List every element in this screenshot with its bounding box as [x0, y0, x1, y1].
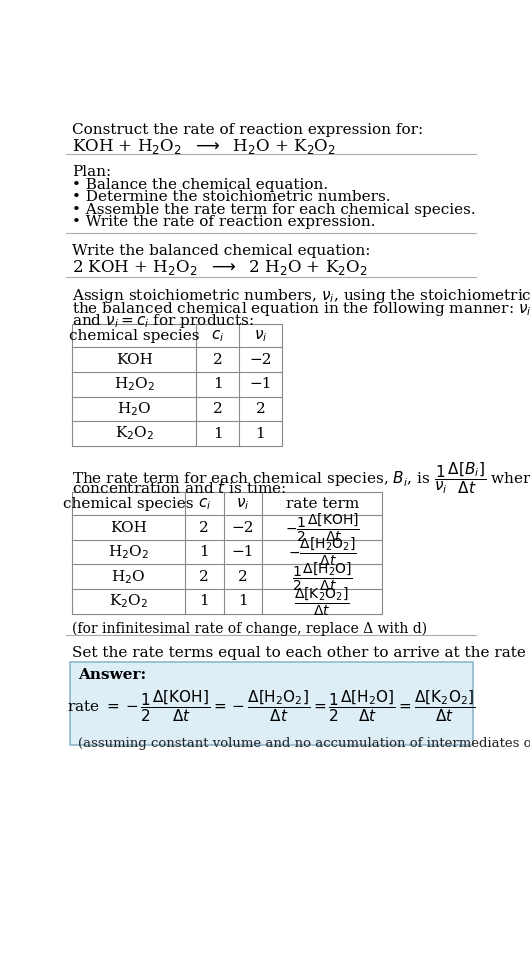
Text: 1: 1	[213, 427, 223, 440]
Text: and $\nu_i = c_i$ for products:: and $\nu_i = c_i$ for products:	[73, 312, 254, 330]
Text: • Assemble the rate term for each chemical species.: • Assemble the rate term for each chemic…	[73, 203, 476, 217]
Text: • Determine the stoichiometric numbers.: • Determine the stoichiometric numbers.	[73, 190, 391, 204]
Text: Assign stoichiometric numbers, $\nu_i$, using the stoichiometric coefficients, $: Assign stoichiometric numbers, $\nu_i$, …	[73, 287, 530, 305]
Text: $c_i$: $c_i$	[198, 496, 211, 511]
Text: KOH + H$_2$O$_2$  $\longrightarrow$  H$_2$O + K$_2$O$_2$: KOH + H$_2$O$_2$ $\longrightarrow$ H$_2$…	[73, 138, 337, 156]
Text: −1: −1	[249, 378, 272, 391]
Text: the balanced chemical equation in the following manner: $\nu_i = -c_i$ for react: the balanced chemical equation in the fo…	[73, 300, 530, 317]
Text: $-\dfrac{\Delta[\mathrm{H_2O_2}]}{\Delta t}$: $-\dfrac{\Delta[\mathrm{H_2O_2}]}{\Delta…	[288, 536, 357, 568]
Text: 2 KOH + H$_2$O$_2$  $\longrightarrow$  2 H$_2$O + K$_2$O$_2$: 2 KOH + H$_2$O$_2$ $\longrightarrow$ 2 H…	[73, 258, 368, 277]
Text: $c_i$: $c_i$	[211, 328, 224, 344]
Text: chemical species: chemical species	[69, 329, 200, 343]
Text: chemical species: chemical species	[64, 497, 194, 510]
Text: −2: −2	[249, 352, 272, 367]
Text: Answer:: Answer:	[78, 668, 146, 681]
Text: H$_2$O$_2$: H$_2$O$_2$	[114, 376, 155, 393]
Text: $\dfrac{1}{2}\dfrac{\Delta[\mathrm{H_2O}]}{\Delta t}$: $\dfrac{1}{2}\dfrac{\Delta[\mathrm{H_2O}…	[292, 560, 353, 593]
Text: $\nu_i$: $\nu_i$	[254, 328, 267, 344]
Text: H$_2$O$_2$: H$_2$O$_2$	[108, 544, 149, 561]
Text: 2: 2	[255, 402, 265, 416]
Text: rate $= -\dfrac{1}{2}\dfrac{\Delta[\mathrm{KOH}]}{\Delta t} = -\dfrac{\Delta[\ma: rate $= -\dfrac{1}{2}\dfrac{\Delta[\math…	[67, 688, 476, 724]
Text: 1: 1	[238, 594, 248, 608]
Text: H$_2$O: H$_2$O	[117, 400, 152, 418]
Text: Plan:: Plan:	[73, 165, 112, 179]
Text: 1: 1	[199, 594, 209, 608]
Text: K$_2$O$_2$: K$_2$O$_2$	[109, 592, 148, 610]
Text: The rate term for each chemical species, $B_i$, is $\dfrac{1}{\nu_i}\dfrac{\Delt: The rate term for each chemical species,…	[73, 460, 530, 496]
Text: K$_2$O$_2$: K$_2$O$_2$	[115, 425, 154, 442]
Text: concentration and $t$ is time:: concentration and $t$ is time:	[73, 480, 287, 496]
Text: (for infinitesimal rate of change, replace Δ with d): (for infinitesimal rate of change, repla…	[73, 622, 428, 635]
Text: 2: 2	[213, 352, 223, 367]
Text: 2: 2	[213, 402, 223, 416]
Text: 2: 2	[238, 570, 248, 584]
Text: 1: 1	[255, 427, 265, 440]
Text: • Balance the chemical equation.: • Balance the chemical equation.	[73, 178, 329, 192]
Text: KOH: KOH	[110, 520, 147, 535]
Text: −1: −1	[232, 546, 254, 559]
Bar	[73, 492, 383, 614]
Text: • Write the rate of reaction expression.: • Write the rate of reaction expression.	[73, 215, 376, 229]
Bar	[70, 662, 473, 745]
Text: 1: 1	[213, 378, 223, 391]
Text: 2: 2	[199, 520, 209, 535]
Text: $\nu_i$: $\nu_i$	[236, 496, 250, 511]
Text: −2: −2	[232, 520, 254, 535]
Text: KOH: KOH	[116, 352, 153, 367]
Text: 1: 1	[199, 546, 209, 559]
Text: rate term: rate term	[286, 497, 359, 510]
Bar	[73, 324, 282, 446]
Text: Set the rate terms equal to each other to arrive at the rate expression:: Set the rate terms equal to each other t…	[73, 646, 530, 660]
Text: 2: 2	[199, 570, 209, 584]
Text: $-\dfrac{1}{2}\dfrac{\Delta[\mathrm{KOH}]}{\Delta t}$: $-\dfrac{1}{2}\dfrac{\Delta[\mathrm{KOH}…	[285, 511, 360, 544]
Text: Write the balanced chemical equation:: Write the balanced chemical equation:	[73, 244, 371, 259]
Text: (assuming constant volume and no accumulation of intermediates or side products): (assuming constant volume and no accumul…	[78, 737, 530, 750]
Text: Construct the rate of reaction expression for:: Construct the rate of reaction expressio…	[73, 123, 423, 138]
Text: $\dfrac{\Delta[\mathrm{K_2O_2}]}{\Delta t}$: $\dfrac{\Delta[\mathrm{K_2O_2}]}{\Delta …	[295, 586, 350, 618]
Text: H$_2$O: H$_2$O	[111, 568, 146, 586]
